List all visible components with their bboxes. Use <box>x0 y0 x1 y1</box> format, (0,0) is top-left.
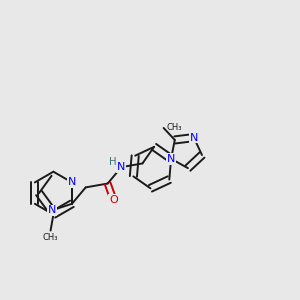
Text: N: N <box>190 133 198 142</box>
Text: CH₃: CH₃ <box>43 233 58 242</box>
Text: O: O <box>110 195 118 205</box>
Text: H: H <box>109 157 116 167</box>
Text: N: N <box>167 154 175 164</box>
Text: N: N <box>68 177 76 188</box>
Text: CH₃: CH₃ <box>167 124 182 133</box>
Text: N: N <box>47 206 56 215</box>
Text: N: N <box>117 162 126 172</box>
